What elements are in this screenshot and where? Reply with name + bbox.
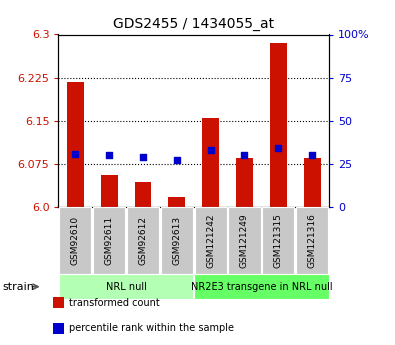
Bar (202, 118, 219, 207)
Text: GSM121315: GSM121315 (274, 213, 283, 268)
Text: GSM92612: GSM92612 (139, 216, 147, 265)
Title: GDS2455 / 1434055_at: GDS2455 / 1434055_at (113, 17, 274, 31)
Bar (135, 182, 151, 207)
Point (207, 147, 214, 153)
Text: GSM121316: GSM121316 (308, 213, 317, 268)
Point (140, 154, 146, 160)
Text: GSM92611: GSM92611 (105, 216, 114, 265)
Text: NRL null: NRL null (106, 282, 147, 292)
Text: GSM121249: GSM121249 (240, 213, 249, 268)
Bar (67, 82, 84, 207)
Bar (168, 197, 185, 207)
Point (106, 152, 112, 158)
Point (309, 152, 315, 158)
Text: GSM92610: GSM92610 (71, 216, 80, 265)
Bar (236, 158, 253, 207)
Bar (304, 158, 321, 207)
Text: strain: strain (2, 282, 34, 292)
Bar (270, 43, 287, 207)
Text: GSM92613: GSM92613 (172, 216, 181, 265)
Text: transformed count: transformed count (69, 298, 160, 307)
Point (72, 151, 79, 156)
Point (275, 146, 282, 151)
Text: percentile rank within the sample: percentile rank within the sample (69, 324, 234, 333)
Point (174, 158, 180, 163)
Bar (101, 175, 118, 207)
Point (241, 152, 248, 158)
Text: GSM121242: GSM121242 (206, 214, 215, 268)
Text: NR2E3 transgene in NRL null: NR2E3 transgene in NRL null (190, 282, 332, 292)
